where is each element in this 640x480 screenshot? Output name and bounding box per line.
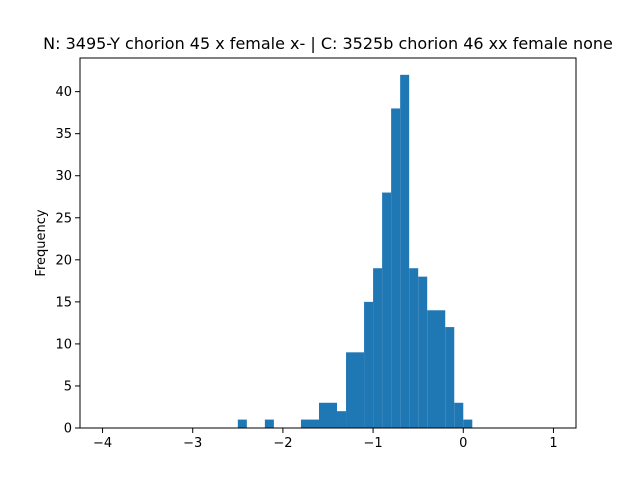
y-tick-label: 5 xyxy=(64,379,72,394)
chart-title: N: 3495-Y chorion 45 x female x- | C: 35… xyxy=(43,34,613,53)
histogram-bar xyxy=(382,192,392,428)
y-tick-label: 30 xyxy=(55,169,72,184)
histogram-bar xyxy=(373,268,383,428)
histogram-bar xyxy=(300,419,319,428)
histogram-bar xyxy=(409,268,419,428)
y-tick-label: 15 xyxy=(55,295,72,310)
x-axis-ticks: −4 −3 −2 −1 0 1 xyxy=(93,428,558,451)
histogram-bar xyxy=(237,419,247,428)
histogram-bar xyxy=(454,402,464,428)
histogram-bars xyxy=(237,74,473,428)
y-tick-label: 20 xyxy=(55,253,72,268)
x-tick-label: −3 xyxy=(183,436,202,451)
y-tick-label: 35 xyxy=(55,127,72,142)
histogram-bar xyxy=(400,74,410,428)
x-tick-label: 0 xyxy=(459,436,467,451)
y-axis-label: Frequency xyxy=(34,209,49,276)
histogram-bar xyxy=(337,411,347,428)
y-tick-label: 10 xyxy=(55,337,72,352)
histogram-bar xyxy=(264,419,274,428)
histogram-bar xyxy=(445,327,455,428)
x-tick-label: 1 xyxy=(549,436,557,451)
x-tick-label: −4 xyxy=(93,436,112,451)
axes-frame xyxy=(79,57,577,429)
y-tick-label: 40 xyxy=(55,85,72,100)
histogram-bar xyxy=(427,310,446,428)
histogram-bar xyxy=(364,301,374,428)
histogram-bar xyxy=(391,108,401,428)
x-tick-label: −1 xyxy=(364,436,383,451)
histogram-bar xyxy=(318,402,338,428)
histogram-bar xyxy=(346,352,365,428)
y-tick-label: 25 xyxy=(55,211,72,226)
histogram-bar xyxy=(418,276,428,428)
y-tick-label: 0 xyxy=(64,422,72,437)
histogram-bar xyxy=(463,419,473,428)
x-tick-label: −2 xyxy=(273,436,292,451)
y-axis-ticks: 0 5 10 15 20 25 30 35 40 xyxy=(55,85,80,437)
